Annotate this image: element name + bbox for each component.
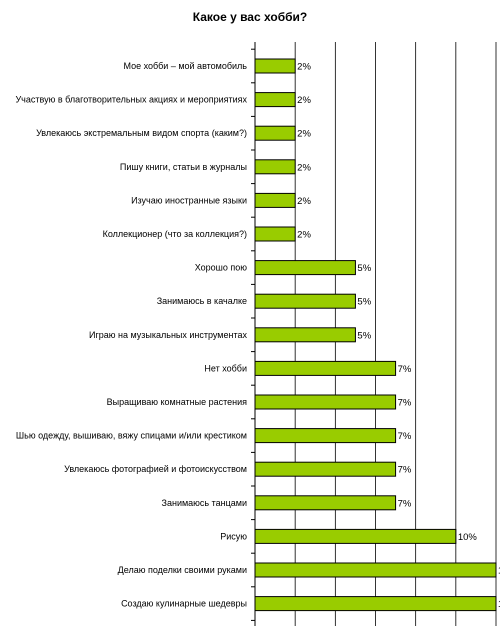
data-label: 10% [458, 532, 478, 543]
category-label: Нет хобби [204, 363, 247, 373]
data-label: 7% [398, 398, 412, 409]
data-label: 5% [357, 297, 371, 308]
category-label: Участвую в благотворительных акциях и ме… [15, 95, 247, 105]
axes [251, 42, 256, 626]
category-label: Увлекаюсь экстремальным видом спорта (ка… [36, 128, 247, 138]
bar [254, 596, 497, 612]
data-label: 7% [398, 465, 412, 476]
category-label: Занимаюсь в качалке [157, 296, 247, 306]
data-label: 2% [297, 62, 311, 73]
bar [254, 327, 356, 343]
bar [254, 260, 356, 276]
gridlines [294, 42, 497, 626]
category-label: Выращиваю комнатные растения [107, 397, 247, 407]
data-label: 12% [498, 599, 500, 610]
bar [254, 92, 296, 108]
bar [254, 226, 296, 242]
data-label: 2% [297, 162, 311, 173]
bar [254, 125, 296, 141]
bar [254, 58, 296, 74]
category-label: Делаю поделки своими руками [118, 565, 247, 575]
bar [254, 528, 457, 544]
category-label: Создаю кулинарные шедевры [121, 599, 247, 609]
data-label: 7% [398, 431, 412, 442]
bar [254, 394, 397, 410]
category-label: Мое хобби – мой автомобиль [123, 61, 247, 71]
category-label: Пишу книги, статьи в журналы [120, 162, 247, 172]
category-label: Изучаю иностранные языки [131, 195, 247, 205]
data-label: 5% [357, 263, 371, 274]
data-label: 5% [357, 330, 371, 341]
category-label: Рисую [220, 531, 247, 541]
bar [254, 495, 397, 511]
bar [254, 159, 296, 175]
bar [254, 428, 397, 444]
data-label: 7% [398, 498, 412, 509]
bar [254, 293, 356, 309]
data-label: 2% [297, 196, 311, 207]
category-labels: Мое хобби – мой автомобиль Участвую в бла… [15, 61, 247, 609]
data-label: 7% [398, 364, 412, 375]
data-labels: 2% 2% 2% 2% 2% 2% 5% 5% 5% 7% 7% 7% 7% 7% 10% 12% 12% [297, 62, 500, 611]
bar [254, 562, 497, 578]
category-label: Играю на музыкальных инструментах [89, 330, 248, 340]
category-label: Увлекаюсь фотографией и фотоискусством [64, 464, 247, 474]
category-label: Хорошо пою [195, 263, 248, 273]
chart-title: Какое у вас хобби? [193, 10, 307, 24]
data-label: 2% [297, 129, 311, 140]
data-label: 12% [498, 566, 500, 577]
bar [254, 461, 397, 477]
category-label: Шью одежду, вышиваю, вяжу спицами и/или … [16, 431, 247, 441]
category-label: Занимаюсь танцами [162, 498, 247, 508]
category-label: Коллекционер (что за коллекция?) [103, 229, 247, 239]
data-label: 2% [297, 230, 311, 241]
data-label: 2% [297, 95, 311, 106]
bar [254, 192, 296, 208]
bar [254, 360, 397, 376]
